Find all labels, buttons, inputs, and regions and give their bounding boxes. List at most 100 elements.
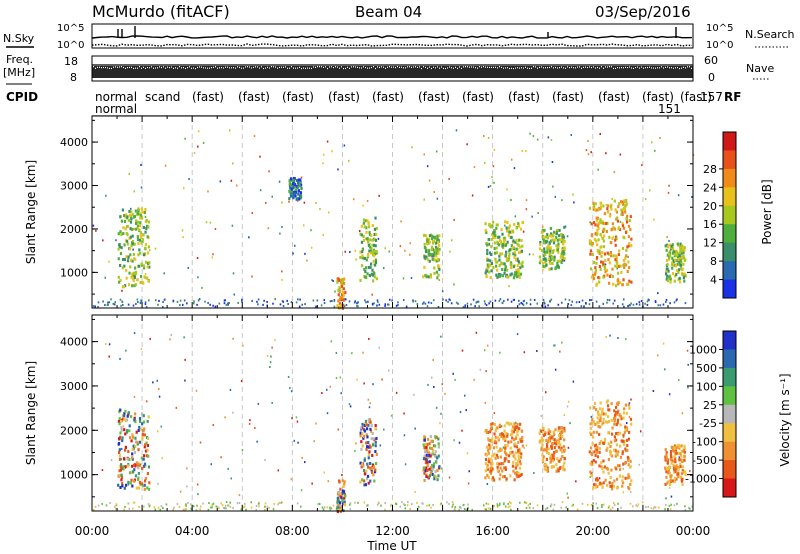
echo-pixel	[123, 258, 126, 262]
echo-pixel	[289, 186, 292, 190]
nave-gap	[143, 66, 144, 68]
echo-pixel	[341, 479, 344, 483]
echo-pixel	[338, 286, 341, 290]
noise-pixel	[590, 151, 592, 154]
echo-pixel	[143, 211, 146, 215]
ground-scatter-pixel	[630, 302, 632, 305]
echo-pixel	[502, 466, 506, 470]
ground-scatter-pixel	[644, 302, 646, 305]
noise-pixel	[500, 425, 503, 428]
echo-pixel	[541, 230, 544, 234]
noise-pixel	[335, 351, 338, 354]
echo-pixel	[132, 278, 135, 282]
ground-scatter-pixel	[384, 303, 387, 306]
nave-gap	[567, 66, 568, 68]
echo-pixel	[133, 273, 136, 277]
ground-scatter-pixel	[225, 507, 227, 510]
echo-pixel	[510, 429, 513, 433]
colorbar-segment	[723, 261, 736, 281]
echo-pixel	[426, 258, 430, 262]
echo-pixel	[130, 244, 133, 248]
echo-pixel	[364, 266, 368, 270]
echo-pixel	[374, 261, 378, 265]
nave-gap	[193, 67, 194, 69]
echo-pixel	[117, 483, 120, 487]
nave-gap	[575, 67, 576, 69]
echo-pixel	[487, 451, 490, 455]
echo-pixel	[134, 412, 137, 416]
nave-gap	[673, 67, 674, 69]
ground-scatter-pixel	[348, 300, 351, 303]
echo-pixel	[131, 240, 134, 244]
ground-scatter-pixel	[451, 501, 454, 504]
nave-gap	[269, 67, 270, 69]
colorbar-segment	[723, 279, 736, 299]
echo-pixel	[437, 264, 440, 268]
echo-pixel	[668, 275, 671, 279]
echo-pixel	[132, 444, 135, 448]
echo-pixel	[340, 281, 343, 285]
echo-pixel	[626, 245, 629, 249]
cpid-entry: (fast)	[462, 90, 494, 104]
echo-pixel	[134, 257, 137, 261]
echo-pixel	[428, 234, 432, 238]
echo-pixel	[121, 482, 124, 486]
echo-pixel	[293, 182, 297, 186]
ground-scatter-pixel	[136, 298, 139, 301]
ground-scatter-pixel	[344, 298, 347, 301]
echo-pixel	[486, 467, 490, 471]
echo-pixel	[132, 252, 136, 256]
nave-gap	[141, 67, 142, 69]
ground-scatter-pixel	[447, 300, 449, 303]
echo-pixel	[615, 423, 618, 427]
echo-pixel	[619, 455, 623, 459]
noise-pixel	[410, 276, 413, 279]
nave-gap	[313, 66, 314, 68]
echo-pixel	[487, 457, 491, 461]
colorbar-frame	[722, 330, 737, 498]
echo-pixel	[433, 235, 437, 239]
ground-scatter-pixel	[484, 302, 487, 305]
echo-pixel	[623, 461, 627, 465]
echo-pixel	[505, 432, 508, 436]
noise-pixel	[551, 161, 554, 164]
colorbar-tick-label: 1000	[689, 343, 717, 356]
ground-scatter-pixel	[646, 303, 649, 306]
echo-pixel	[543, 448, 547, 452]
echo-pixel	[521, 244, 524, 248]
echo-pixel	[672, 259, 676, 263]
echo-pixel	[505, 421, 508, 425]
echo-pixel	[560, 261, 563, 265]
echo-pixel	[561, 251, 564, 255]
echo-pixel	[135, 430, 138, 434]
ground-scatter-pixel	[329, 300, 332, 303]
echo-pixel	[509, 446, 512, 450]
echo-pixel	[669, 450, 673, 454]
ground-scatter-pixel	[110, 298, 112, 301]
echo-pixel	[294, 184, 297, 188]
echo-pixel	[548, 267, 551, 271]
noise-pixel	[399, 245, 402, 248]
noise-pixel	[232, 411, 234, 414]
echo-pixel	[299, 178, 302, 182]
ground-scatter-pixel	[135, 302, 137, 305]
echo-pixel	[517, 270, 520, 274]
echo-pixel	[137, 207, 140, 211]
echo-pixel	[363, 458, 366, 462]
echo-pixel	[438, 243, 441, 247]
echo-pixel	[516, 425, 519, 429]
echo-pixel	[589, 267, 593, 271]
echo-pixel	[424, 246, 427, 250]
echo-pixel	[290, 187, 293, 191]
rf-label: RF	[724, 90, 741, 104]
echo-pixel	[627, 463, 630, 467]
noise-pixel	[563, 414, 566, 417]
ground-scatter-pixel	[132, 304, 135, 307]
y-tick-label: 2000	[60, 424, 88, 437]
colorbar-tick-label: 20	[703, 200, 717, 213]
echo-pixel	[677, 468, 680, 472]
echo-pixel	[500, 262, 503, 266]
nave-gap	[239, 66, 240, 68]
echo-pixel	[486, 473, 489, 477]
ground-scatter-pixel	[243, 505, 246, 508]
